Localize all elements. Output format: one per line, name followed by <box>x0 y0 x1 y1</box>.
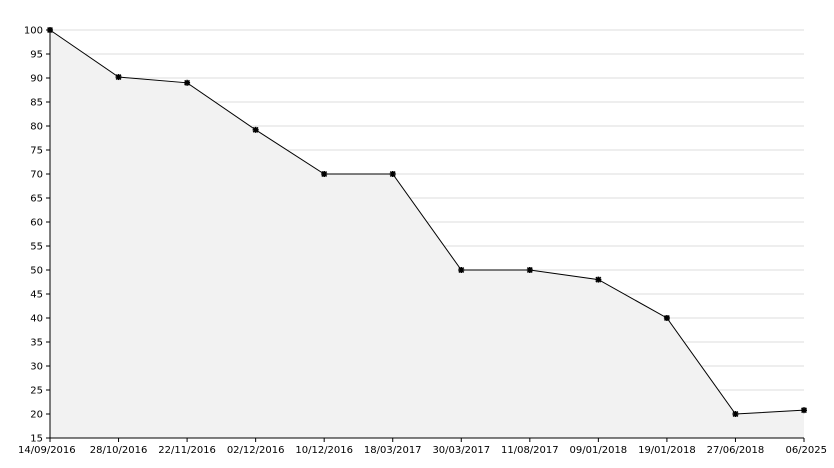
axes <box>49 28 804 439</box>
x-tick-label: 30/03/2017 <box>432 445 490 456</box>
y-tick-label: 20 <box>30 410 43 421</box>
x-tick-label: 11/08/2017 <box>501 445 559 456</box>
data-point <box>184 79 191 86</box>
x-tick-label: 14/09/2016 <box>18 445 76 456</box>
x-tick-label: 18/03/2017 <box>364 445 422 456</box>
y-tick-label: 25 <box>30 386 43 397</box>
y-tick-label: 40 <box>30 314 43 325</box>
y-tick-label: 100 <box>24 26 43 37</box>
y-tick-label: 55 <box>30 242 43 253</box>
y-tick-label: 15 <box>30 434 43 445</box>
data-point <box>526 267 533 273</box>
area-fill <box>50 30 804 438</box>
y-tick-label: 95 <box>30 50 43 61</box>
data-points <box>47 27 807 417</box>
y-tick-label: 60 <box>30 218 43 229</box>
x-tick-label: 19/01/2018 <box>638 445 696 456</box>
y-tick-label: 80 <box>30 122 43 133</box>
data-point <box>389 171 396 177</box>
y-tick-label: 50 <box>30 266 43 277</box>
y-axis-ticks: 15 20 25 30 35 40 45 50 55 60 65 70 75 80 85 90 95 100 <box>24 26 50 445</box>
x-tick-label: 22/11/2016 <box>158 445 216 456</box>
x-tick-label: 27/06/2018 <box>707 445 765 456</box>
y-tick-label: 70 <box>30 170 43 181</box>
data-point <box>801 407 807 414</box>
x-tick-label: 06/2025 <box>785 445 827 456</box>
data-point <box>321 171 328 177</box>
x-tick-label: 09/01/2018 <box>570 445 628 456</box>
y-tick-label: 35 <box>30 338 43 349</box>
x-tick-label: 10/12/2016 <box>295 445 353 456</box>
data-point <box>458 267 465 273</box>
y-tick-label: 30 <box>30 362 43 373</box>
data-point <box>115 74 122 81</box>
x-tick-label: 02/12/2016 <box>227 445 285 456</box>
y-tick-label: 65 <box>30 194 43 205</box>
y-tick-label: 45 <box>30 290 43 301</box>
y-tick-label: 85 <box>30 98 43 109</box>
data-point <box>595 276 602 283</box>
series-line <box>49 29 805 415</box>
x-axis-ticks: 14/09/2016 28/10/2016 22/11/2016 02/12/2016… <box>18 438 827 456</box>
x-tick-label: 28/10/2016 <box>90 445 148 456</box>
data-point <box>252 126 259 133</box>
y-tick-label: 90 <box>30 74 43 85</box>
y-tick-label: 75 <box>30 146 43 157</box>
data-point <box>663 315 670 321</box>
data-point <box>732 411 739 417</box>
